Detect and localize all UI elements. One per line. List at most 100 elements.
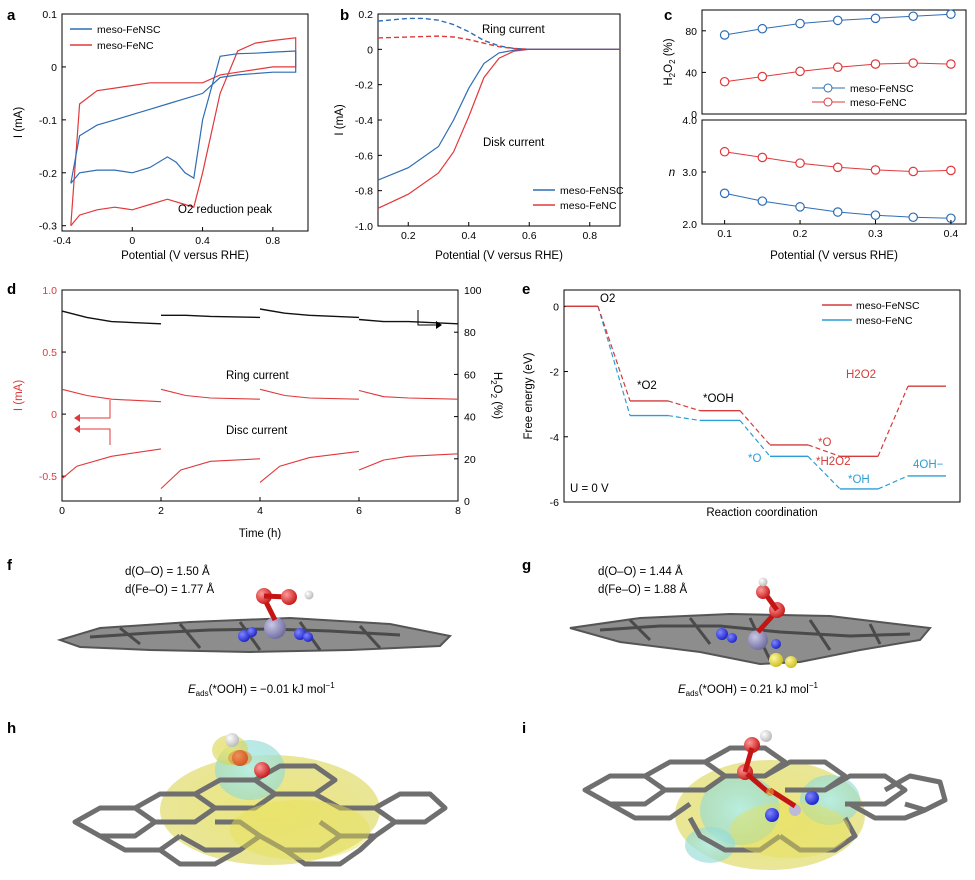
chart_data.2-xtick-label: 0.3 — [868, 228, 883, 240]
chart-d-right-ytick-label: 0 — [464, 496, 470, 508]
chart-c-bottom-point — [795, 158, 805, 168]
chart-d-ylabel-left: I (mA) — [13, 380, 25, 411]
chart-c-top-ylabel: H2O2 (%) — [663, 38, 677, 85]
chart-e-frame — [563, 289, 961, 503]
f-feo-distance: d(Fe–O) = 1.77 Å — [125, 583, 214, 596]
chart-d-series-disc — [160, 458, 261, 490]
chart-c-top-ytick-label: 0 — [691, 109, 697, 121]
chart-b: 0.2 0.4 0.6 0.8 0.2 0 -0.2 -0.4 -0.6 -0.8 -1.0 Ring… — [334, 9, 624, 262]
panel-label-a: a — [7, 7, 16, 24]
chart-b-series-ring-fensc — [377, 17, 620, 50]
chart-a-annotation: O2 reduction peak — [178, 204, 272, 216]
chart-e-ytick-label: -4 — [550, 432, 559, 444]
chart_data.1-xtick-label: 0.4 — [461, 230, 476, 242]
chart-d-series-h2o2 — [161, 314, 261, 319]
chart-d-ytick-label: 0.5 — [42, 347, 57, 359]
chart-c-top-point — [832, 62, 843, 72]
chart-c-bottom-point — [757, 152, 768, 163]
chart-d-right-ytick-label: 60 — [464, 369, 476, 381]
chart-e-fensc-connector — [807, 444, 841, 457]
chart-e-fenc-connector — [597, 306, 631, 416]
chart-e-xlabel: Reaction coordination — [706, 507, 817, 519]
chart-b-ytick-label: -1.0 — [355, 221, 373, 233]
chart_data.2-xtick-label: 0.2 — [793, 228, 808, 240]
chart_data.0-xtick-label: -0.4 — [53, 235, 71, 247]
chart-d-right-ytick-label: 40 — [464, 412, 476, 424]
chart-b-xlabel: Potential (V versus RHE) — [435, 250, 563, 262]
chart-c-top-point — [946, 9, 956, 19]
chart-d-arrow-left-disc — [76, 428, 111, 445]
chart-e-legend-label: meso-FeNC — [856, 315, 913, 327]
chart-a-ylabel: I (mA) — [13, 107, 25, 138]
chart-d-arrow-left-ring — [76, 400, 111, 419]
chart-b-legend-label: meso-FeNC — [560, 200, 617, 212]
chart_data.3-xtick-label: 2 — [158, 505, 164, 517]
chart-d-series-h2o2 — [259, 308, 360, 319]
chart-e-legend-label: meso-FeNSC — [856, 300, 920, 312]
chart-c-bottom-point — [870, 165, 881, 175]
charge-density-i — [582, 730, 948, 870]
chart-a-frame — [61, 13, 309, 232]
chart-c-bottom-ytick-label: 3.0 — [682, 167, 697, 179]
chart-c-bottom-point — [832, 207, 843, 217]
panel-label-e: e — [522, 281, 530, 298]
chart-c-top-point — [795, 18, 805, 29]
chart-a-ytick-label: -0.1 — [39, 115, 57, 127]
chart-c-bottom-point — [719, 146, 730, 157]
chart-c-bottom-point — [795, 202, 805, 212]
chart-c-top-point — [946, 59, 956, 69]
chart-c: 0 40 80 meso-FeNSC meso-FeNC H2O2 (%) 2.0 3.0 4.… — [663, 9, 967, 262]
chart-e-label-h2o2-ads: *H2O2 — [816, 456, 851, 468]
chart-b-annotation-disk: Disk current — [483, 137, 545, 149]
chart-c-bottom-point — [757, 196, 768, 206]
chart-e-fensc-connector — [739, 410, 771, 446]
chart-b-ylabel: I (mA) — [334, 104, 346, 135]
chart-a-ytick-label: 0 — [51, 62, 57, 74]
chart-d-xlabel: Time (h) — [239, 528, 282, 540]
chart-c-legend-label: meso-FeNSC — [850, 83, 914, 95]
chart_data.0-xtick-label: 0 — [129, 235, 135, 247]
chart-e-label-oh: *OH — [848, 474, 870, 486]
chart-d-series-h2o2 — [61, 310, 162, 325]
panel-label-b: b — [340, 7, 349, 24]
chart-e-label-h2o2: H2O2 — [846, 369, 876, 381]
chart-d-right-ytick-label: 80 — [464, 327, 476, 339]
chart-d-annotation-disc: Disc current — [226, 425, 288, 437]
chart-e-fensc-connector — [877, 385, 909, 457]
chart-c-top-ytick-label: 40 — [685, 67, 697, 79]
f-eads: Eads(*OOH) = −0.01 kJ mol−1 — [188, 681, 335, 698]
chart-b-legend-label: meso-FeNSC — [560, 185, 624, 197]
chart-d-right-ytick-label: 100 — [464, 285, 482, 297]
chart-d-series-disc — [61, 448, 162, 480]
chart-b-annotation-ring: Ring current — [482, 24, 545, 36]
panel-label-g: g — [522, 557, 531, 574]
chart_data.1-xtick-label: 0.2 — [401, 230, 416, 242]
chart-d-ylabel-right: H2O2 (%) — [489, 372, 503, 419]
chart-d-arrowhead-left-disc — [74, 425, 80, 433]
chart-d-series-ring — [259, 388, 360, 400]
chart-c-legend-marker-fenc — [823, 97, 833, 107]
chart-c-legend-marker-fensc — [823, 83, 833, 93]
chart-e-label-ooh: *OOH — [703, 393, 734, 405]
g-feo-distance: d(Fe–O) = 1.88 Å — [598, 583, 687, 596]
molecule-g — [569, 577, 932, 668]
chart-c-bottom-ylabel: n — [669, 167, 675, 179]
chart-e-ytick-label: -2 — [550, 367, 559, 379]
chart-c-top-point — [908, 58, 918, 68]
chart-a-ytick-label: -0.3 — [39, 221, 57, 233]
chart-b-ytick-label: -0.8 — [355, 186, 373, 198]
chart-c-top-point — [795, 66, 805, 77]
chart-c-top-ytick-label: 80 — [685, 26, 697, 38]
chart_data.3-xtick-label: 8 — [455, 505, 461, 517]
chart-d-series-ring — [358, 389, 459, 400]
chart-a-ytick-label: -0.2 — [39, 168, 57, 180]
chart-c-bottom-ytick-label: 2.0 — [682, 219, 697, 231]
chart-d-series-h2o2 — [358, 318, 459, 325]
chart-e-condition: U = 0 V — [570, 483, 609, 495]
chart-e-ytick-label: 0 — [553, 301, 559, 313]
chart-e-label-o2: O2 — [600, 293, 615, 305]
chart_data.1-xtick-label: 0.8 — [582, 230, 597, 242]
chart-a-legend-label: meso-FeNC — [97, 40, 154, 52]
chart-b-ytick-label: -0.4 — [355, 115, 373, 127]
chart-e-fensc-connector — [667, 400, 701, 412]
